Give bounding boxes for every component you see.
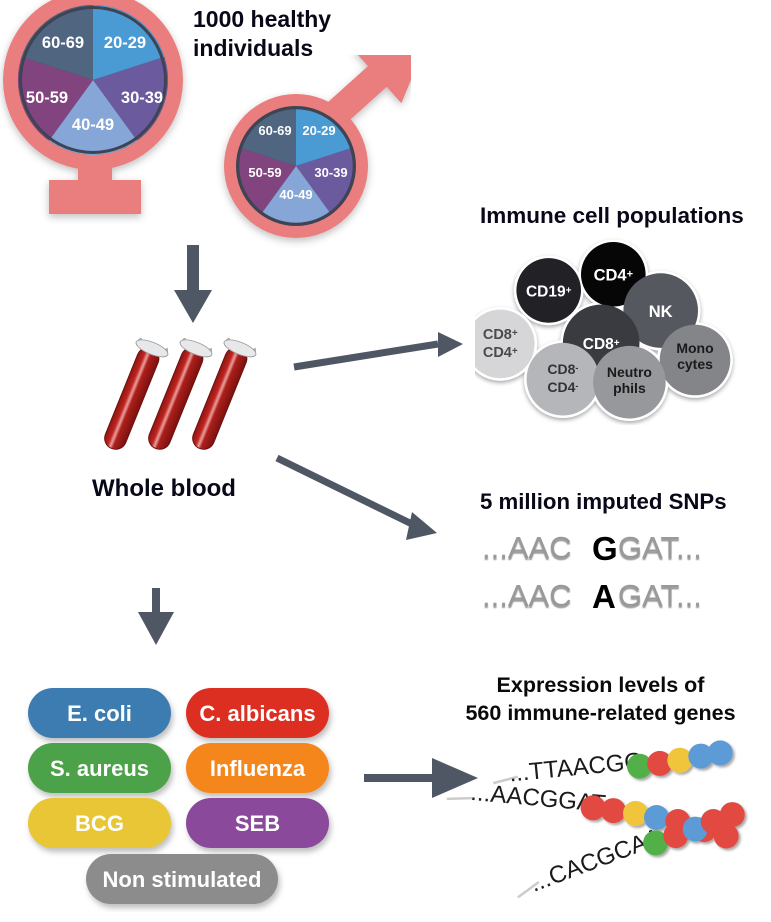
svg-text:50-59: 50-59 <box>248 165 281 180</box>
svg-text:Non stimulated: Non stimulated <box>103 867 262 892</box>
svg-text:...AAC: ...AAC <box>482 530 572 565</box>
svg-text:...TTAACGG: ...TTAACGG <box>508 748 644 788</box>
svg-text:Mono: Mono <box>676 340 713 356</box>
svg-text:NK: NK <box>649 303 673 321</box>
svg-text:BCG: BCG <box>75 811 124 836</box>
svg-text:GAT...: GAT... <box>618 530 702 565</box>
svg-text:Neutro: Neutro <box>607 364 652 380</box>
svg-text:A: A <box>592 578 616 615</box>
svg-text:60-69: 60-69 <box>258 123 291 138</box>
svg-text:CD8-: CD8- <box>547 361 578 377</box>
svg-text:SEB: SEB <box>235 811 280 836</box>
svg-text:G: G <box>592 530 618 567</box>
svg-text:CD4-: CD4- <box>547 379 578 395</box>
svg-text:30-39: 30-39 <box>121 89 163 107</box>
svg-text:C. albicans: C. albicans <box>199 701 315 726</box>
svg-text:20-29: 20-29 <box>104 34 146 52</box>
svg-text:40-49: 40-49 <box>279 187 312 202</box>
svg-text:Influenza: Influenza <box>210 756 306 781</box>
svg-text:40-49: 40-49 <box>72 116 114 134</box>
svg-text:60-69: 60-69 <box>42 34 84 52</box>
svg-text:50-59: 50-59 <box>26 89 68 107</box>
svg-text:E. coli: E. coli <box>67 701 132 726</box>
svg-text:S. aureus: S. aureus <box>50 756 149 781</box>
svg-text:cytes: cytes <box>677 356 713 372</box>
svg-text:30-39: 30-39 <box>314 165 347 180</box>
svg-text:...AAC: ...AAC <box>482 578 572 613</box>
svg-text:GAT...: GAT... <box>618 578 702 613</box>
svg-text:...CACGCAA: ...CACGCAA <box>526 823 665 897</box>
svg-text:CD19+: CD19+ <box>526 284 572 301</box>
svg-text:phils: phils <box>613 380 646 396</box>
svg-text:20-29: 20-29 <box>302 123 335 138</box>
